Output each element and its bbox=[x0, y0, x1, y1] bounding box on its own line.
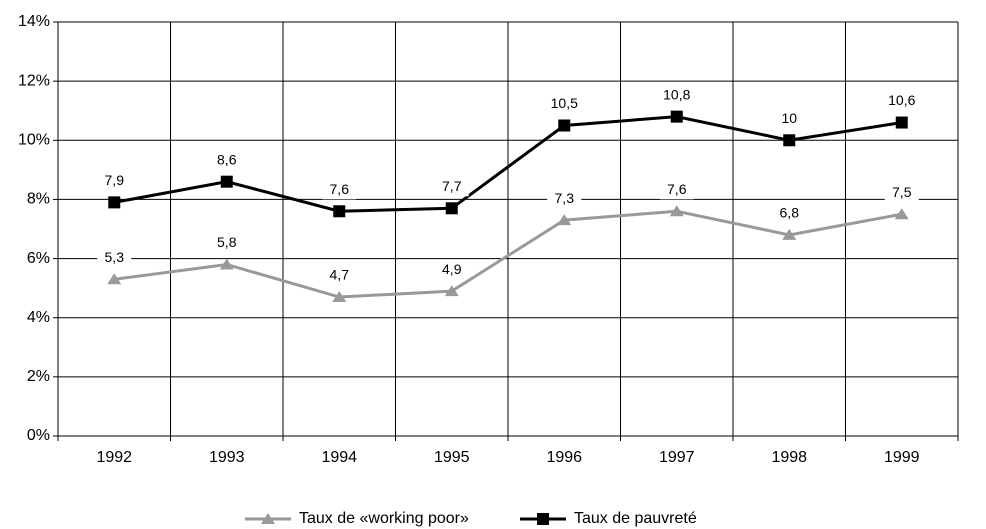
x-tick-label: 1996 bbox=[546, 449, 582, 466]
x-tick-label: 1994 bbox=[321, 449, 357, 466]
value-label: 10 bbox=[781, 110, 797, 126]
marker bbox=[782, 228, 797, 240]
marker bbox=[220, 175, 233, 188]
marker bbox=[333, 205, 346, 218]
y-tick-label: 6% bbox=[27, 250, 50, 267]
value-label-bg bbox=[659, 86, 694, 105]
value-label: 7,6 bbox=[330, 181, 350, 197]
y-tick-label: 10% bbox=[18, 132, 50, 149]
marker bbox=[895, 116, 908, 129]
value-label: 5,3 bbox=[105, 249, 125, 265]
value-label-bg bbox=[322, 181, 357, 200]
value-label-bg bbox=[209, 151, 244, 170]
value-label: 4,9 bbox=[442, 261, 462, 277]
value-label: 10,6 bbox=[888, 92, 915, 108]
value-label-bg bbox=[97, 172, 132, 191]
value-label: 7,6 bbox=[667, 181, 687, 197]
marker bbox=[444, 285, 459, 297]
x-tick-label: 1993 bbox=[209, 449, 245, 466]
y-tick-label: 14% bbox=[18, 13, 50, 30]
value-label: 7,3 bbox=[555, 190, 575, 206]
marker bbox=[894, 208, 909, 220]
x-tick-label: 1992 bbox=[96, 449, 132, 466]
value-label: 5,8 bbox=[217, 234, 237, 250]
marker bbox=[558, 119, 571, 132]
value-label: 10,5 bbox=[551, 95, 578, 111]
value-label: 10,8 bbox=[663, 86, 690, 102]
value-label-bg bbox=[884, 92, 919, 111]
value-label-bg bbox=[547, 95, 582, 114]
marker bbox=[445, 202, 458, 215]
value-label-bg bbox=[772, 204, 807, 223]
x-tick-label: 1997 bbox=[659, 449, 695, 466]
legend-label: Taux de pauvreté bbox=[574, 510, 697, 527]
value-label-bg bbox=[884, 184, 919, 203]
value-label-bg bbox=[97, 249, 132, 268]
value-label: 6,8 bbox=[780, 205, 800, 221]
y-tick-label: 12% bbox=[18, 72, 50, 89]
value-label: 8,6 bbox=[217, 151, 237, 167]
value-label: 4,7 bbox=[330, 267, 350, 283]
legend-marker bbox=[261, 513, 275, 524]
value-label-bg bbox=[547, 190, 582, 209]
y-tick-label: 0% bbox=[27, 427, 50, 444]
value-label-bg bbox=[434, 178, 469, 197]
value-label-bg bbox=[209, 234, 244, 253]
x-tick-label: 1998 bbox=[771, 449, 807, 466]
marker bbox=[219, 258, 234, 270]
marker bbox=[783, 134, 796, 147]
marker bbox=[557, 214, 572, 226]
marker bbox=[669, 205, 684, 217]
y-tick-label: 2% bbox=[27, 368, 50, 385]
legend-marker bbox=[537, 513, 549, 525]
series-line bbox=[113, 115, 902, 213]
value-label-bg bbox=[772, 110, 807, 129]
marker bbox=[332, 291, 347, 303]
value-label-bg bbox=[434, 261, 469, 280]
legend-label: Taux de «working poor» bbox=[299, 510, 469, 527]
value-label-bg bbox=[322, 267, 357, 286]
value-label: 7,7 bbox=[442, 178, 462, 194]
series-line bbox=[114, 209, 903, 299]
x-tick-label: 1995 bbox=[434, 449, 470, 466]
value-label: 7,9 bbox=[105, 172, 125, 188]
marker bbox=[108, 196, 121, 209]
marker bbox=[107, 273, 122, 285]
value-label: 7,5 bbox=[892, 184, 912, 200]
value-label-bg bbox=[659, 181, 694, 200]
x-tick-label: 1999 bbox=[884, 449, 920, 466]
marker bbox=[670, 110, 683, 123]
y-tick-label: 4% bbox=[27, 309, 50, 326]
y-tick-label: 8% bbox=[27, 191, 50, 208]
